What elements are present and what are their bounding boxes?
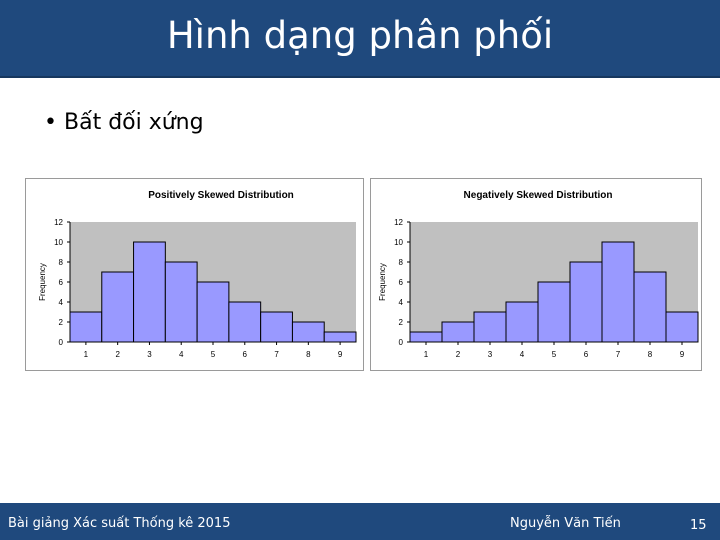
bar-8 <box>291 321 325 343</box>
chart-negatively-skewed: Negatively Skewed Distribution 0 2 4 6 8 10 12 F… <box>370 178 702 371</box>
y-tick-label: 12 <box>54 218 63 227</box>
footer-bar: Bài giảng Xác suất Thống kê 2015 Nguyễn … <box>0 503 720 540</box>
bar-5 <box>537 281 571 343</box>
page-number: 15 <box>690 518 707 533</box>
x-tick-label: 2 <box>115 350 120 359</box>
chart-svg: Positively Skewed Distribution024681012F… <box>38 190 357 359</box>
x-tick-label: 1 <box>424 350 429 359</box>
x-tick-label: 7 <box>616 350 621 359</box>
y-tick-label: 10 <box>54 238 63 247</box>
y-tick-label: 12 <box>394 218 403 227</box>
x-tick-label: 3 <box>147 350 152 359</box>
footer-course: Bài giảng Xác suất Thống kê 2015 <box>8 516 231 531</box>
bullet-item: • Bất đối xứng <box>44 110 204 135</box>
y-axis-label: Frequency <box>38 263 47 301</box>
bar-4 <box>505 301 539 343</box>
x-tick-label: 6 <box>243 350 248 359</box>
bar-6 <box>228 301 262 343</box>
x-tick-label: 8 <box>306 350 311 359</box>
chart-title: Negatively Skewed Distribution <box>464 190 613 201</box>
chart-positively-skewed: Positively Skewed Distribution 0 2 4 6 8 10 12 F… <box>25 178 364 371</box>
y-tick-label: 10 <box>394 238 403 247</box>
x-tick-label: 6 <box>584 350 589 359</box>
bar-9 <box>323 331 357 343</box>
chart-svg: Negatively Skewed Distribution024681012F… <box>378 190 699 359</box>
bullet-text: Bất đối xứng <box>64 110 204 135</box>
bar-2 <box>441 321 475 343</box>
x-tick-label: 5 <box>211 350 216 359</box>
x-tick-label: 2 <box>456 350 461 359</box>
bar-9 <box>665 311 699 343</box>
bar-7 <box>260 311 293 343</box>
x-tick-label: 4 <box>179 350 184 359</box>
y-tick-label: 0 <box>59 338 64 347</box>
bar-7 <box>601 241 635 343</box>
x-tick-label: 4 <box>520 350 525 359</box>
y-tick-label: 0 <box>399 338 404 347</box>
chart-title: Positively Skewed Distribution <box>148 190 294 201</box>
y-tick-label: 2 <box>59 318 64 327</box>
bar-5 <box>196 281 230 343</box>
x-tick-label: 8 <box>648 350 653 359</box>
title-bar: Hình dạng phân phối <box>0 0 720 78</box>
bar-1 <box>409 331 443 343</box>
x-tick-label: 5 <box>552 350 557 359</box>
y-tick-label: 4 <box>59 298 64 307</box>
bar-6 <box>569 261 603 343</box>
bar-4 <box>164 261 198 343</box>
x-tick-label: 1 <box>84 350 89 359</box>
bar-8 <box>633 271 667 343</box>
bar-3 <box>473 311 507 343</box>
y-tick-label: 2 <box>399 318 404 327</box>
bar-2 <box>101 271 135 343</box>
y-tick-label: 8 <box>59 258 64 267</box>
y-tick-label: 6 <box>399 278 404 287</box>
y-tick-label: 6 <box>59 278 64 287</box>
bar-1 <box>69 311 103 343</box>
slide-title: Hình dạng phân phối <box>166 14 554 57</box>
y-tick-label: 8 <box>399 258 404 267</box>
x-tick-label: 3 <box>488 350 493 359</box>
x-tick-label: 7 <box>274 350 279 359</box>
y-axis-label: Frequency <box>378 263 387 301</box>
bar-3 <box>133 241 166 343</box>
y-tick-label: 4 <box>399 298 404 307</box>
x-tick-label: 9 <box>680 350 685 359</box>
bullet-dot-icon: • <box>44 110 57 135</box>
x-tick-label: 9 <box>338 350 343 359</box>
footer-author: Nguyễn Văn Tiến <box>510 516 621 531</box>
